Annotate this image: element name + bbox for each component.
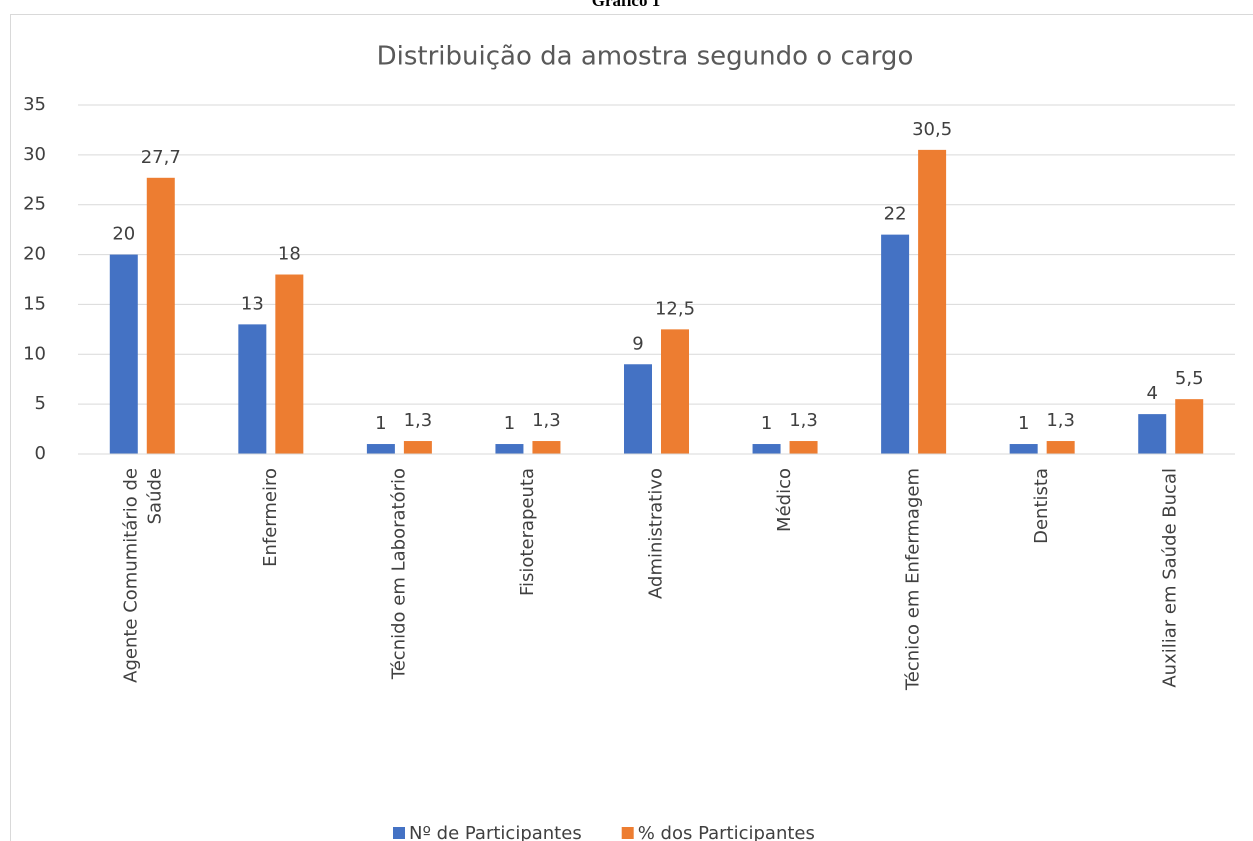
- data-label: 4: [1146, 383, 1157, 404]
- x-tick-label: Enfermeiro: [260, 468, 281, 567]
- caption: Gráfico 1: [592, 0, 660, 10]
- data-label: 1: [504, 413, 515, 434]
- bar: [238, 324, 267, 454]
- chart-title: Distribuição da amostra segundo o cargo: [377, 42, 914, 72]
- y-tick-label: 0: [35, 443, 46, 464]
- x-tick-label: Técnico em Enfermagem: [903, 468, 924, 691]
- bar: [275, 274, 304, 454]
- bar: [495, 444, 524, 454]
- bar: [366, 444, 395, 454]
- data-label: 5,5: [1175, 368, 1204, 389]
- data-label: 1,3: [1046, 410, 1075, 431]
- x-tick-label-line: Agente Comumitário de: [120, 468, 141, 683]
- data-label: 1: [375, 413, 386, 434]
- x-tick-label: Técnido em Laboratório: [388, 468, 409, 680]
- x-tick-label: Auxiliar em Saúde Bucal: [1160, 468, 1181, 688]
- data-label: 1: [761, 413, 772, 434]
- data-label: 13: [241, 293, 264, 314]
- data-label: 27,7: [141, 147, 181, 168]
- legend-swatch: [621, 827, 634, 839]
- x-tick-label: Médico: [774, 468, 795, 532]
- bar: [1175, 399, 1204, 454]
- legend-label: % dos Participantes: [638, 823, 815, 841]
- data-label: 30,5: [912, 119, 952, 140]
- chart-border: [10, 14, 1253, 841]
- bar: [1009, 444, 1038, 454]
- bar: [752, 444, 781, 454]
- y-tick-label: 20: [23, 244, 46, 265]
- y-tick-label: 35: [23, 94, 46, 115]
- bar: [1046, 441, 1075, 454]
- x-tick-label-line: Saúde: [144, 468, 165, 524]
- data-label: 1: [1018, 413, 1029, 434]
- data-label: 1,3: [789, 410, 818, 431]
- y-tick-label: 5: [35, 393, 46, 414]
- bar: [109, 254, 138, 454]
- data-label: 18: [278, 244, 301, 265]
- data-label: 1,3: [532, 410, 561, 431]
- y-tick-label: 10: [23, 343, 46, 364]
- bar: [1138, 414, 1167, 454]
- legend-label: Nº de Participantes: [409, 823, 582, 841]
- bar: [403, 441, 432, 454]
- x-tick-label: Administrativo: [646, 468, 667, 599]
- x-tick-label: Agente Comumitário de Saúde: [120, 468, 165, 683]
- bar: [789, 441, 818, 454]
- data-label: 20: [112, 224, 135, 245]
- x-tick-label: Dentista: [1031, 468, 1052, 544]
- y-tick-label: 25: [23, 194, 46, 215]
- data-label: 22: [884, 204, 907, 225]
- x-tick-label: Fisioterapeuta: [517, 468, 538, 596]
- bar: [661, 329, 689, 454]
- legend-swatch: [393, 827, 405, 839]
- data-label: 9: [632, 333, 643, 354]
- bar: [532, 441, 561, 454]
- data-label: 12,5: [655, 298, 695, 319]
- bar: [146, 177, 175, 454]
- data-label: 1,3: [404, 410, 433, 431]
- y-tick-label: 30: [23, 144, 46, 165]
- y-tick-label: 15: [23, 293, 46, 314]
- bar: [918, 149, 947, 454]
- bar: [881, 234, 910, 454]
- bar: [624, 364, 652, 454]
